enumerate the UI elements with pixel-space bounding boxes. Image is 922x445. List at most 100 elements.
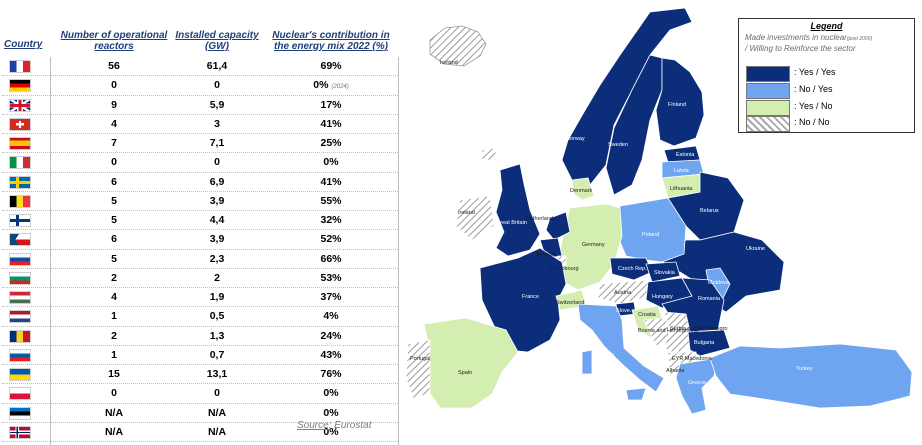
latvia-label: Latvia [674, 168, 690, 174]
lithuania-label: Lithuania [670, 186, 693, 192]
reactors-cell: 1 [111, 348, 117, 361]
share-cell: 55% [264, 192, 398, 210]
table-row: 1 0,5 4% [2, 307, 398, 327]
table-row: 5 3,9 55% [2, 192, 398, 211]
share-value: 37% [320, 291, 342, 303]
belgium-label: Belgium [536, 252, 556, 258]
finland-region [655, 57, 705, 147]
reactors-cell: 15 [108, 368, 120, 380]
france-flag-icon [10, 61, 30, 72]
switzerland-label: Switzerland [556, 300, 584, 306]
iceland-region [429, 25, 487, 67]
capacity-cell: 0 [214, 387, 220, 400]
table-row: 0 0 0% [2, 153, 398, 173]
capacity-cell: 7,1 [209, 137, 225, 149]
share-cell: 32% [264, 211, 398, 229]
share-value: 0% [323, 387, 339, 400]
table-row: N/A N/A 0% [2, 404, 398, 423]
finland-label: Finland [668, 102, 686, 108]
table-row: 2 2 53% [2, 269, 398, 288]
column-divider [398, 57, 399, 445]
bulgaria-flag-icon [10, 272, 30, 284]
reactors-cell: 2 [111, 329, 117, 342]
slovakia-label: Slovakia [654, 270, 676, 276]
europe-map: Iceland Norway Sweden Finland Estonia La… [400, 0, 922, 439]
share-cell: 17% [264, 96, 398, 114]
belarus-region [667, 171, 745, 241]
capacity-cell: N/A [207, 406, 227, 419]
share-value: 69% [320, 60, 342, 72]
capacity-cell: 6,9 [209, 175, 225, 188]
capacity-header: Installed capacity (GW) [175, 30, 259, 52]
legend-label: : Yes / Yes [794, 67, 836, 77]
share-value: 0% [323, 406, 339, 419]
share-cell: 66% [264, 250, 398, 268]
table-row: 7 7,1 25% [2, 134, 398, 154]
estonia-label: Estonia [676, 152, 695, 158]
reactors-cell: 4 [111, 291, 117, 303]
germany-flag-icon [10, 80, 30, 92]
map-legend: Legend Made investments in nuclear(post … [738, 18, 915, 133]
hungary-flag-icon [10, 292, 30, 303]
sicily-region [625, 387, 647, 401]
greece-label: Greece [688, 380, 706, 386]
capacity-cell: 3,9 [209, 194, 225, 207]
austria-region [597, 279, 651, 305]
sweden-label: Sweden [608, 142, 628, 148]
legend-subtitle-b: / Willing to Reinforce the sector [745, 44, 856, 53]
source-label: Source: [297, 420, 332, 431]
croatia-label: Croatia [638, 312, 657, 318]
capacity-cell: 2 [214, 271, 220, 284]
table-row: 6 6,9 41% [2, 173, 398, 192]
reactors-cell: 56 [108, 60, 120, 72]
reactors-cell: 6 [111, 175, 117, 188]
table-row: 5 4,4 32% [2, 211, 398, 231]
ukraine-flag-icon [10, 369, 30, 380]
share-cell: 69% [264, 57, 398, 75]
capacity-cell: 0 [214, 156, 220, 169]
reactors-cell: 1 [111, 310, 117, 323]
italy-label: Italy [604, 352, 614, 358]
france-label: France [522, 294, 539, 300]
bosnia-label: Bosnia and Herzegovina [638, 328, 699, 334]
poland-label: Poland [642, 232, 659, 238]
share-cell: 76% [264, 365, 398, 383]
legend-swatch [746, 100, 790, 116]
share-value: 0% [323, 156, 339, 169]
hungary-label: Hungary [652, 294, 673, 300]
ireland-label: Ireland [458, 210, 475, 216]
capacity-cell: 2,3 [209, 252, 225, 265]
capacity-cell: 1,9 [209, 291, 225, 303]
share-cell: 0% [264, 404, 398, 422]
italy-flag-icon [10, 157, 30, 169]
table-row: 15 13,1 76% [2, 365, 398, 385]
source-name: Eurostat [331, 420, 372, 431]
share-cell: 25% [264, 134, 398, 152]
reactors-cell: N/A [104, 425, 124, 438]
table-row: 9 5,9 17% [2, 96, 398, 115]
share-value: 66% [320, 252, 342, 265]
portugal-label: Portugal [410, 356, 431, 362]
moldova-label: Moldova [708, 280, 730, 286]
norway-region [561, 7, 693, 186]
reactors-cell: 0 [111, 156, 117, 169]
share-cell: 0% [264, 153, 398, 171]
reactors-cell: 5 [111, 194, 117, 207]
reactors-cell: 0 [111, 387, 117, 400]
share-cell: 43% [264, 346, 398, 364]
reactors-cell: 5 [111, 214, 117, 226]
share-value: 0% [313, 79, 329, 92]
share-value: 32% [320, 214, 342, 226]
capacity-cell: 3 [214, 117, 220, 130]
country-header: Country [4, 39, 43, 50]
great-britain-label: Great Britain [496, 220, 527, 226]
reactors-cell: 6 [111, 233, 117, 246]
legend-subtitle: Made investments in nuclear(post 2000) /… [745, 33, 914, 54]
share-value: 41% [320, 175, 342, 188]
share-cell: 37% [264, 288, 398, 306]
czech-republic-flag-icon [10, 234, 30, 246]
legend-swatch [746, 66, 790, 82]
slovenia-flag-icon [10, 349, 30, 361]
turkey-region [709, 343, 913, 409]
share-value: 0% [323, 425, 339, 438]
